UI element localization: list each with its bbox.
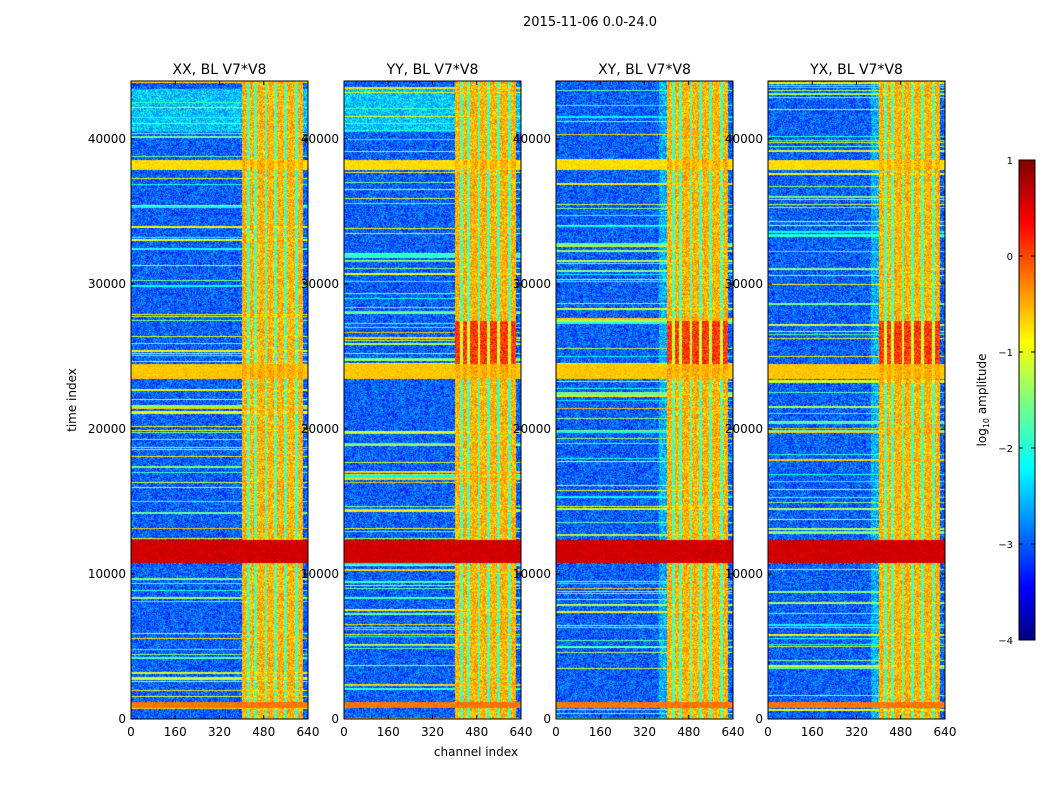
colorbar-tick-label: −4 xyxy=(998,636,1013,647)
y-tick-label: 30000 xyxy=(725,277,763,291)
y-tick-label: 10000 xyxy=(725,567,763,581)
panel-title: XX, BL V7*V8 xyxy=(173,62,267,78)
x-tick-label: 320 xyxy=(208,725,231,739)
heatmap-image-xx xyxy=(131,81,308,719)
y-tick-label: 30000 xyxy=(88,277,126,291)
heatmap-canvas xyxy=(768,81,945,719)
heatmap-image-yx xyxy=(768,81,945,719)
y-tick-label: 20000 xyxy=(513,422,551,436)
colorbar-tick-label: 0 xyxy=(1007,252,1013,263)
y-tick-label: 0 xyxy=(755,712,763,726)
x-tick-label: 640 xyxy=(934,725,957,739)
x-tick-label: 160 xyxy=(589,725,612,739)
x-tick-label: 160 xyxy=(801,725,824,739)
y-tick-label: 40000 xyxy=(301,132,339,146)
panel-xx: XX, BL V7*V8 0 160 320 480 640 0 10000 20000 3000… xyxy=(88,62,320,739)
x-tick-label: 0 xyxy=(127,725,135,739)
figure-suptitle: 2015-11-06 0.0-24.0 xyxy=(523,15,657,30)
x-tick-label: 480 xyxy=(677,725,700,739)
x-tick-label: 320 xyxy=(633,725,656,739)
colorbar-label-prefix: log xyxy=(975,428,989,446)
x-tick-label: 160 xyxy=(164,725,187,739)
x-tick-label: 480 xyxy=(252,725,275,739)
y-tick-label: 20000 xyxy=(88,422,126,436)
heatmap-canvas xyxy=(556,81,733,719)
colorbar-tick-label: −1 xyxy=(998,348,1013,359)
y-tick-label: 10000 xyxy=(513,567,551,581)
colorbar-tick-label: −3 xyxy=(998,540,1013,551)
y-tick-label: 0 xyxy=(543,712,551,726)
heatmap-panels: XX, BL V7*V8 0 160 320 480 640 0 10000 20000 3000… xyxy=(88,62,957,739)
x-tick-label: 640 xyxy=(722,725,745,739)
y-tick-label: 0 xyxy=(118,712,126,726)
panel-yy: YY, BL V7*V8 0 160 320 480 640 0 10000 20000 3000… xyxy=(301,62,533,739)
colorbar-label-sub: 10 xyxy=(982,418,991,428)
panel-title: YY, BL V7*V8 xyxy=(386,62,479,78)
heatmap-canvas xyxy=(131,81,308,719)
heatmap-image-xy xyxy=(556,81,733,719)
panel-xy: XY, BL V7*V8 0 160 320 480 640 0 10000 20000 3000… xyxy=(513,62,745,739)
x-tick-label: 640 xyxy=(510,725,533,739)
panel-title: YX, BL V7*V8 xyxy=(809,62,903,78)
x-tick-label: 480 xyxy=(889,725,912,739)
x-tick-label: 160 xyxy=(377,725,400,739)
y-tick-label: 10000 xyxy=(301,567,339,581)
x-tick-label: 0 xyxy=(764,725,772,739)
colorbar-tick-label: −2 xyxy=(998,444,1013,455)
y-tick-label: 20000 xyxy=(725,422,763,436)
y-tick-label: 40000 xyxy=(88,132,126,146)
y-tick-label: 20000 xyxy=(301,422,339,436)
panel-yx: YX, BL V7*V8 0 160 320 480 640 0 10000 20000 3000… xyxy=(725,62,957,739)
y-tick-label: 30000 xyxy=(301,277,339,291)
y-tick-label: 40000 xyxy=(725,132,763,146)
x-tick-label: 0 xyxy=(340,725,348,739)
y-axis-label: time index xyxy=(65,368,79,432)
colorbar-gradient xyxy=(1018,159,1036,641)
colorbar-tick-label: 1 xyxy=(1007,156,1013,167)
x-tick-label: 320 xyxy=(421,725,444,739)
x-axis-label: channel index xyxy=(434,745,518,759)
colorbar-label-suffix: amplitude xyxy=(975,354,989,418)
y-tick-label: 40000 xyxy=(513,132,551,146)
y-tick-label: 10000 xyxy=(88,567,126,581)
x-tick-label: 0 xyxy=(552,725,560,739)
y-tick-label: 30000 xyxy=(513,277,551,291)
x-tick-label: 320 xyxy=(845,725,868,739)
heatmap-image-yy xyxy=(344,81,521,719)
colorbar: 1 0 −1 −2 −3 −4 xyxy=(998,156,1036,647)
heatmap-canvas xyxy=(344,81,521,719)
x-tick-label: 640 xyxy=(297,725,320,739)
panel-title: XY, BL V7*V8 xyxy=(598,62,691,78)
colorbar-label: log10 amplitude xyxy=(975,354,991,447)
x-tick-label: 480 xyxy=(465,725,488,739)
y-tick-label: 0 xyxy=(331,712,339,726)
